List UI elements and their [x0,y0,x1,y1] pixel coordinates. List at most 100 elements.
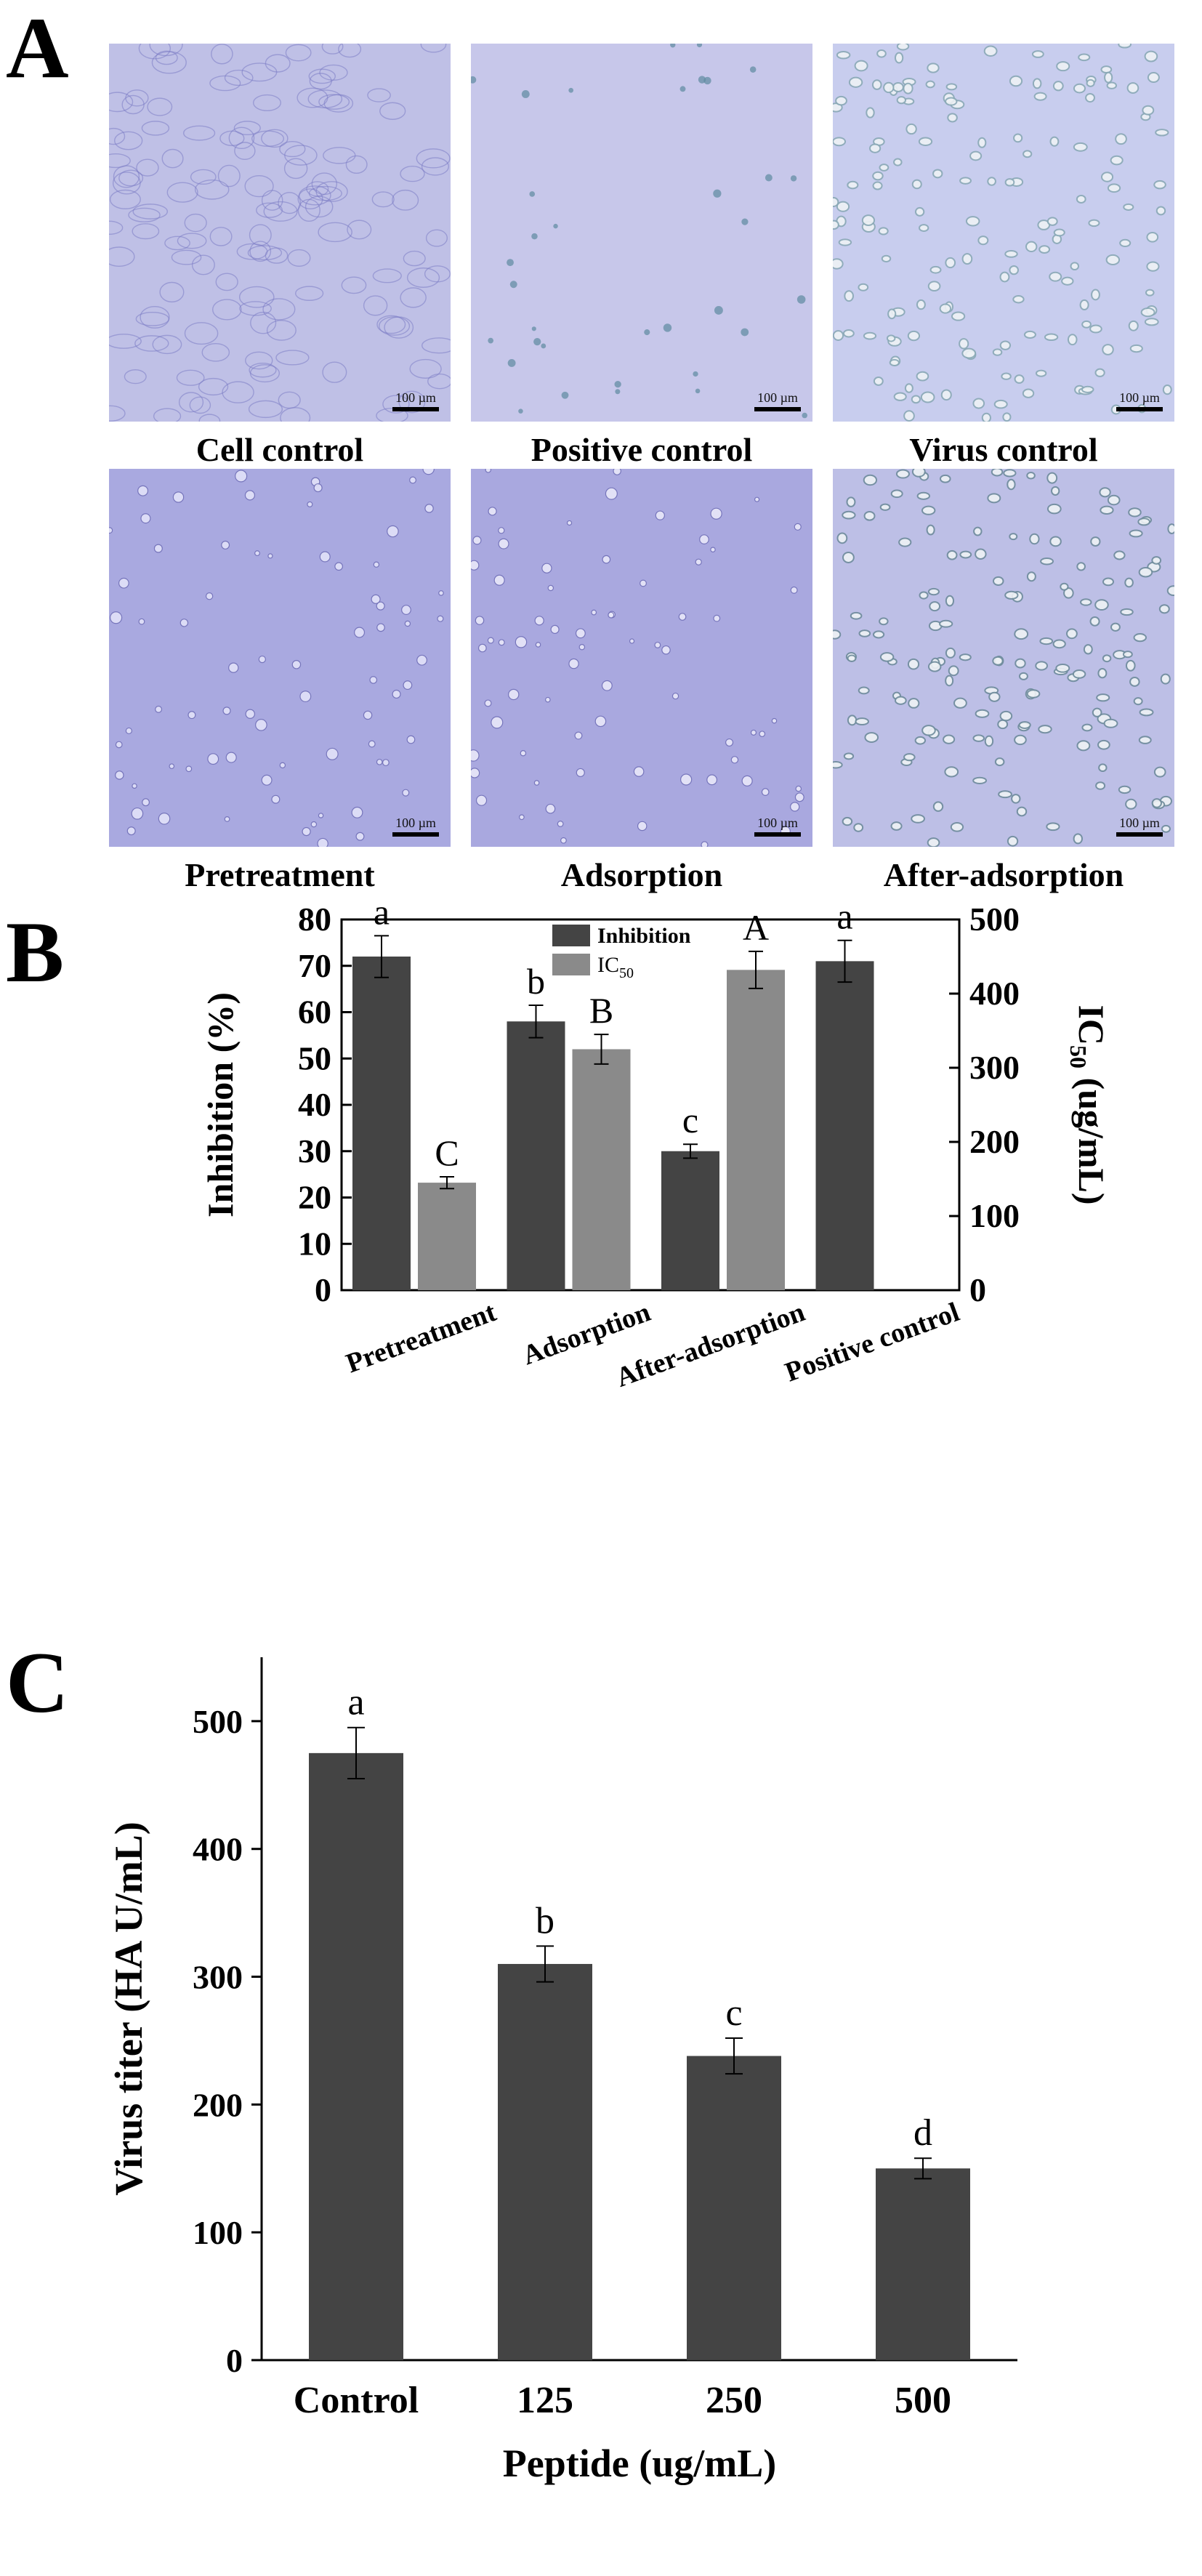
rounded-cell [919,591,929,600]
cell-spot [488,337,494,344]
rounded-cell [932,801,944,812]
micrograph-background [833,44,1174,422]
rounded-cell [858,283,869,291]
cell-spot [299,691,312,703]
cell-spot [222,707,231,715]
y2-tick-label: 400 [969,975,1020,1012]
rounded-cell [858,686,870,695]
y-tick-label: 60 [298,994,331,1031]
rounded-cell [1147,72,1160,84]
cell-spot [225,752,237,763]
cell-spot [110,611,123,624]
cell-outline [263,201,298,222]
cell-spot [132,783,137,789]
significance-letter: a [347,1682,364,1723]
cell-spot [568,87,574,93]
cell-outline [217,164,241,188]
cell-outline [109,334,142,349]
cell-spot [498,527,505,534]
cell-outline [378,316,411,336]
cell-spot [487,637,494,644]
cell-outline [209,75,241,92]
cell-outline [295,286,324,301]
cell-spot [578,644,586,651]
rounded-cell [895,696,907,705]
cell-outline [311,172,338,196]
cell-outline [323,147,356,164]
cell-spot [317,837,328,847]
cell-spot [790,586,798,594]
rounded-cell [959,550,972,559]
rounded-cell [1044,333,1059,342]
rounded-cell [1035,661,1048,671]
cell-outline [307,89,343,109]
rounded-cell [1144,318,1159,326]
cell-outline [392,189,419,211]
cell-spot [406,735,416,744]
cell-outline [182,125,216,141]
cell-outline [184,213,207,233]
rounded-cell [1049,536,1062,547]
cell-outline [400,287,427,308]
rounded-cell [1026,571,1036,582]
rounded-cell [1063,587,1074,599]
cell-outline [109,189,141,209]
cell-outline [248,400,283,419]
cell-spot [661,645,671,655]
rounded-cell [918,137,933,146]
rounded-cell [1091,289,1100,301]
rounded-cell [1073,142,1088,152]
cell-spot [221,540,230,550]
cell-outline [128,207,161,222]
cell-spot [137,485,149,496]
rounded-cell [951,311,966,321]
rounded-cell [1046,217,1058,226]
cell-outline [420,44,447,53]
cell-spot [291,660,302,669]
cell-spot [541,343,546,349]
rounded-cell [992,576,1004,587]
cell-spot [409,476,417,484]
cell-spot [254,550,260,557]
cell-outline [266,320,297,341]
rounded-cell [842,510,856,520]
cell-spot [710,547,716,552]
rounded-cell [997,719,1009,730]
rounded-cell [1151,556,1162,565]
micrograph-label: Adsorption [560,856,723,893]
rounded-cell [1128,320,1139,331]
x-tick-label: Pretreatment [342,1297,501,1379]
rounded-cell [945,595,955,607]
cell-spot [670,44,676,48]
cell-spot [614,380,621,388]
cell-spot [310,821,318,828]
y2-tick-label: 0 [969,1271,986,1308]
rounded-cell [1125,659,1136,672]
rounded-cell [1099,487,1111,498]
micrograph-pretreatment: 100 µm [109,469,451,847]
cell-spot [794,523,802,531]
rounded-cell [1022,388,1035,398]
rounded-cell [1014,734,1027,746]
rounded-cell [881,254,892,263]
cell-spot [437,615,444,622]
rounded-cell [1102,577,1115,587]
rounded-cell [921,505,936,515]
cell-spot [498,639,505,646]
rounded-cell [911,814,926,824]
y-tick-label: 20 [298,1179,331,1216]
cell-spot [710,507,722,520]
cell-outline [308,68,336,84]
rounded-cell [992,348,1003,356]
rounded-cell [1046,822,1060,832]
y2-tick-label: 200 [969,1123,1020,1160]
rounded-cell [987,493,1001,504]
cell-spot [557,821,564,827]
cell-outline [190,169,217,185]
cell-outline [424,265,451,283]
cell-spot [424,504,434,513]
rounded-cell [1095,781,1106,790]
rounded-cell [1081,385,1094,393]
rounded-cell [847,654,857,662]
cell-spot [714,306,723,315]
